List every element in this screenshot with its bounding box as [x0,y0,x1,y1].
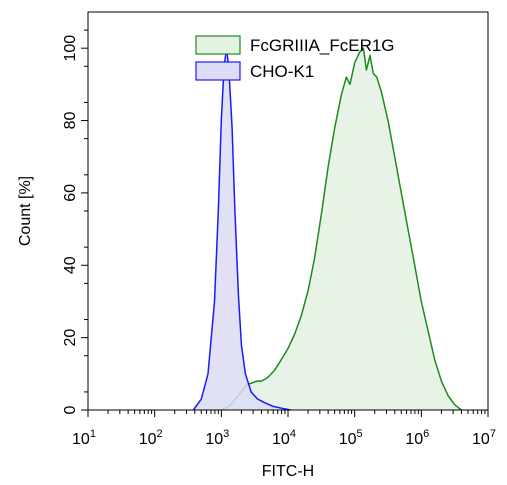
y-tick-label: 80 [62,112,79,130]
series-area-1 [193,48,291,410]
x-tick-label: 105 [339,428,363,448]
series-line-0 [220,47,462,411]
legend-swatch-cho-k1 [195,61,241,81]
y-tick-label: 60 [62,184,79,202]
y-tick-label: 100 [62,35,79,62]
ticks-layer: 101 102 103 104 105 106 107 0 20 40 60 80 100 [62,29,496,448]
legend-label-fcgriiia: FcGRIIIA_FcER1G [250,36,395,55]
y-tick-label: 20 [62,329,79,347]
x-tick-label: 104 [272,428,296,448]
x-tick-label: 102 [139,428,163,448]
legend: FcGRIIIA_FcER1G CHO-K1 [195,35,395,81]
legend-label-cho-k1: CHO-K1 [250,62,314,81]
y-tick-label: 40 [62,256,79,274]
series-line-1 [192,47,291,411]
series-area-0 [221,48,462,410]
series-layer [192,47,462,411]
x-tick-label: 106 [405,428,429,448]
x-tick-label: 101 [72,428,96,448]
y-tick-label: 0 [62,405,79,414]
y-axis-label: Count [%] [17,176,34,246]
plot-frame [87,11,489,411]
x-tick-label: 103 [205,428,229,448]
legend-swatch-fcgriiia [195,35,241,55]
x-tick-label: 107 [472,428,496,448]
x-axis-label: FITC-H [262,463,314,480]
